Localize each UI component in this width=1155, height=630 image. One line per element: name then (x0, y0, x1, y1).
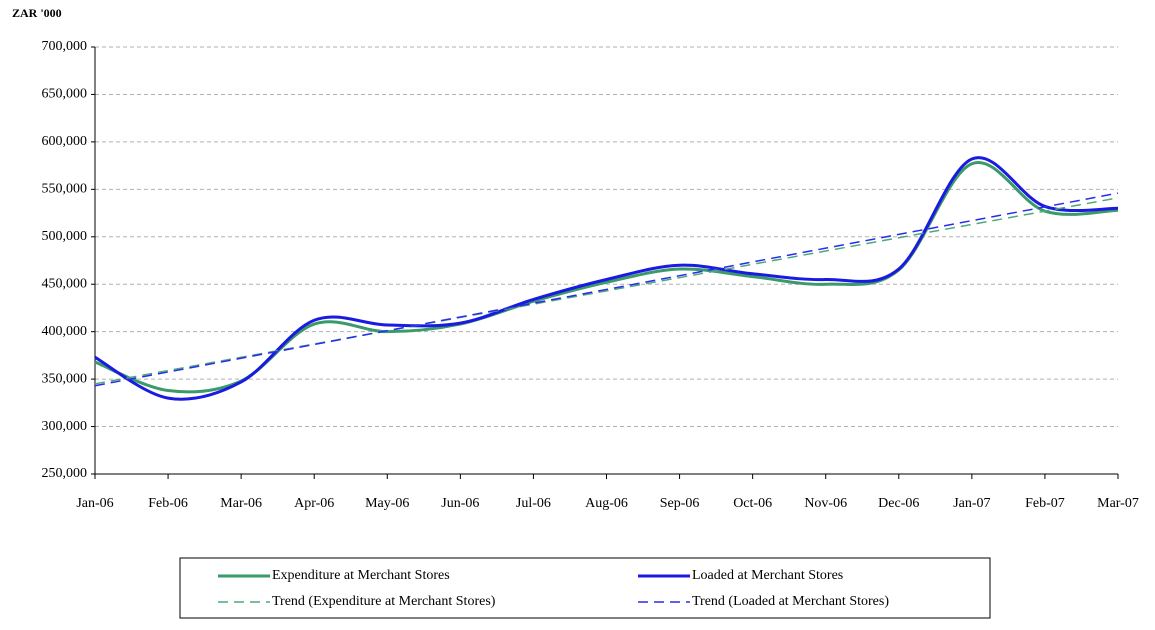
y-tick-label: 450,000 (42, 276, 88, 291)
y-tick-label: 350,000 (42, 371, 88, 386)
x-tick-label: Jun-06 (441, 496, 479, 511)
y-tick-label: 250,000 (42, 466, 88, 481)
legend-box (179, 557, 991, 619)
y-tick-label: 400,000 (42, 324, 88, 339)
legend-label: Loaded at Merchant Stores (692, 568, 843, 583)
x-tick-label: Dec-06 (878, 496, 919, 511)
x-tick-label: Jan-07 (953, 496, 990, 511)
y-tick-label: 500,000 (42, 229, 88, 244)
x-tick-label: Oct-06 (733, 496, 772, 511)
x-tick-label: Sep-06 (660, 496, 700, 511)
y-tick-label: 300,000 (42, 419, 88, 434)
y-tick-label: 600,000 (42, 134, 88, 149)
x-tick-label: Aug-06 (585, 496, 628, 511)
x-tick-label: Nov-06 (804, 496, 847, 511)
x-tick-label: Apr-06 (294, 496, 334, 511)
x-tick-label: Jan-06 (76, 496, 113, 511)
x-tick-label: Mar-06 (220, 496, 262, 511)
x-tick-label: Feb-07 (1025, 496, 1065, 511)
y-axis-title: ZAR '000 (12, 6, 62, 20)
legend-label: Trend (Expenditure at Merchant Stores) (272, 594, 496, 609)
series-line (94, 156, 1119, 401)
series-line (94, 192, 1119, 387)
series-line (94, 160, 1119, 394)
x-tick-label: Mar-07 (1097, 496, 1139, 511)
y-tick-label: 650,000 (42, 87, 88, 102)
y-tick-label: 700,000 (42, 39, 88, 54)
y-tick-label: 550,000 (42, 182, 88, 197)
legend-label: Trend (Loaded at Merchant Stores) (692, 594, 889, 609)
series-line (94, 197, 1119, 385)
x-tick-label: Feb-06 (148, 496, 188, 511)
legend-label: Expenditure at Merchant Stores (272, 568, 450, 583)
x-tick-label: Jul-06 (516, 496, 551, 511)
x-tick-label: May-06 (365, 496, 409, 511)
